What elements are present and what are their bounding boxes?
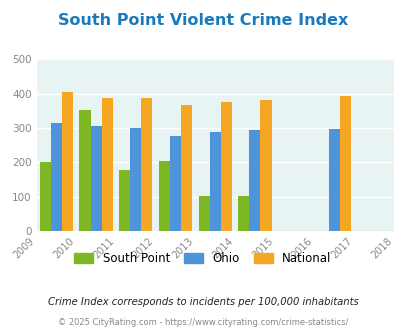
Bar [181,105,192,231]
Bar [90,126,101,231]
Text: South Point Violent Crime Index: South Point Violent Crime Index [58,13,347,28]
Text: Crime Index corresponds to incidents per 100,000 inhabitants: Crime Index corresponds to incidents per… [47,297,358,307]
Bar [62,92,73,231]
Bar [339,96,350,231]
Bar [220,102,231,231]
Bar [170,136,181,231]
Bar [249,130,260,231]
Bar [328,129,339,231]
Bar [51,123,62,231]
Bar [238,196,249,231]
Bar [260,100,271,231]
Text: © 2025 CityRating.com - https://www.cityrating.com/crime-statistics/: © 2025 CityRating.com - https://www.city… [58,318,347,327]
Bar [119,170,130,231]
Bar [198,196,209,231]
Legend: South Point, Ohio, National: South Point, Ohio, National [69,247,336,270]
Bar [158,161,170,231]
Bar [79,110,90,231]
Bar [209,132,220,231]
Bar [40,162,51,231]
Bar [130,128,141,231]
Bar [101,98,113,231]
Bar [141,98,152,231]
